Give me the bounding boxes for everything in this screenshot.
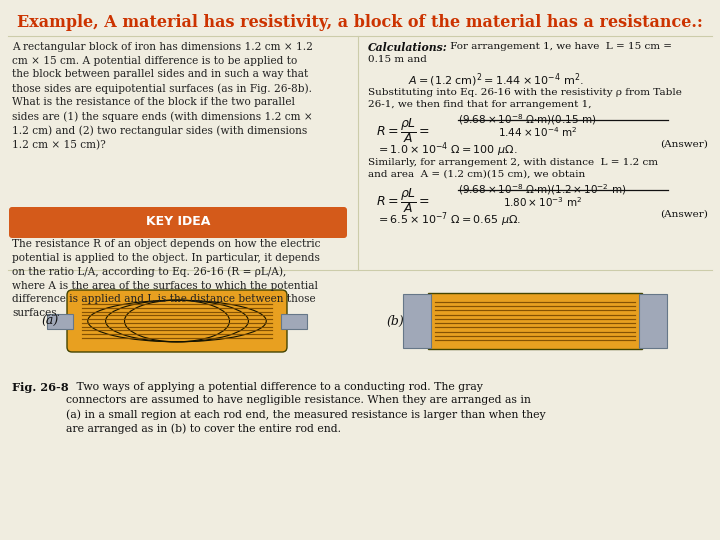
FancyBboxPatch shape: [403, 294, 431, 348]
Text: $R = \dfrac{\rho L}{A} =$: $R = \dfrac{\rho L}{A} =$: [376, 116, 430, 145]
Text: (Answer): (Answer): [660, 210, 708, 219]
Text: $= 6.5 \times 10^{-7}\ \Omega = 0.65\ \mu\Omega.$: $= 6.5 \times 10^{-7}\ \Omega = 0.65\ \m…: [376, 210, 521, 228]
FancyBboxPatch shape: [9, 207, 347, 238]
FancyBboxPatch shape: [67, 290, 287, 352]
Text: $(9.68 \times 10^{-8}\ \Omega{\cdot}\mathrm{m})(1.2 \times 10^{-2}\ \mathrm{m})$: $(9.68 \times 10^{-8}\ \Omega{\cdot}\mat…: [458, 182, 626, 197]
Text: Example, A material has resistivity, a block of the material has a resistance.:: Example, A material has resistivity, a b…: [17, 14, 703, 31]
Text: Similarly, for arrangement 2, with distance  L = 1.2 cm: Similarly, for arrangement 2, with dista…: [368, 158, 658, 167]
Text: A rectangular block of iron has dimensions 1.2 cm × 1.2
cm × 15 cm. A potential : A rectangular block of iron has dimensio…: [12, 42, 313, 150]
Text: $1.80 \times 10^{-3}\ \mathrm{m}^2$: $1.80 \times 10^{-3}\ \mathrm{m}^2$: [503, 195, 582, 209]
FancyBboxPatch shape: [639, 294, 667, 348]
Text: Calculations:: Calculations:: [368, 42, 448, 53]
Text: Substituting into Eq. 26-16 with the resistivity ρ from Table: Substituting into Eq. 26-16 with the res…: [368, 88, 682, 97]
Text: $A = (1.2\ \mathrm{cm})^2 = 1.44 \times 10^{-4}\ \mathrm{m}^2.$: $A = (1.2\ \mathrm{cm})^2 = 1.44 \times …: [408, 71, 584, 89]
FancyBboxPatch shape: [428, 293, 642, 349]
Text: 26-1, we then find that for arrangement 1,: 26-1, we then find that for arrangement …: [368, 100, 592, 109]
Text: $= 1.0 \times 10^{-4}\ \Omega = 100\ \mu\Omega.$: $= 1.0 \times 10^{-4}\ \Omega = 100\ \mu…: [376, 140, 518, 159]
Text: For arrangement 1, we have  L = 15 cm =: For arrangement 1, we have L = 15 cm =: [447, 42, 672, 51]
Text: (b): (b): [386, 314, 404, 327]
Text: 0.15 m and: 0.15 m and: [368, 55, 427, 64]
Text: (a): (a): [41, 314, 58, 327]
Text: The resistance R of an object depends on how the electric
potential is applied t: The resistance R of an object depends on…: [12, 239, 320, 318]
Text: Fig. 26-8: Fig. 26-8: [12, 382, 68, 393]
FancyBboxPatch shape: [47, 314, 73, 328]
Text: $1.44 \times 10^{-4}\ \mathrm{m}^2$: $1.44 \times 10^{-4}\ \mathrm{m}^2$: [498, 125, 577, 139]
Text: and area  A = (1.2 cm)(15 cm), we obtain: and area A = (1.2 cm)(15 cm), we obtain: [368, 170, 585, 179]
Text: $R = \dfrac{\rho L}{A} =$: $R = \dfrac{\rho L}{A} =$: [376, 186, 430, 215]
FancyBboxPatch shape: [281, 314, 307, 328]
Text: $(9.68 \times 10^{-8}\ \Omega{\cdot}\mathrm{m})(0.15\ \mathrm{m})$: $(9.68 \times 10^{-8}\ \Omega{\cdot}\mat…: [458, 112, 597, 127]
Text: (Answer): (Answer): [660, 140, 708, 149]
Text: KEY IDEA: KEY IDEA: [146, 215, 210, 228]
Text: Two ways of applying a potential difference to a conducting rod. The gray
connec: Two ways of applying a potential differe…: [66, 382, 546, 434]
